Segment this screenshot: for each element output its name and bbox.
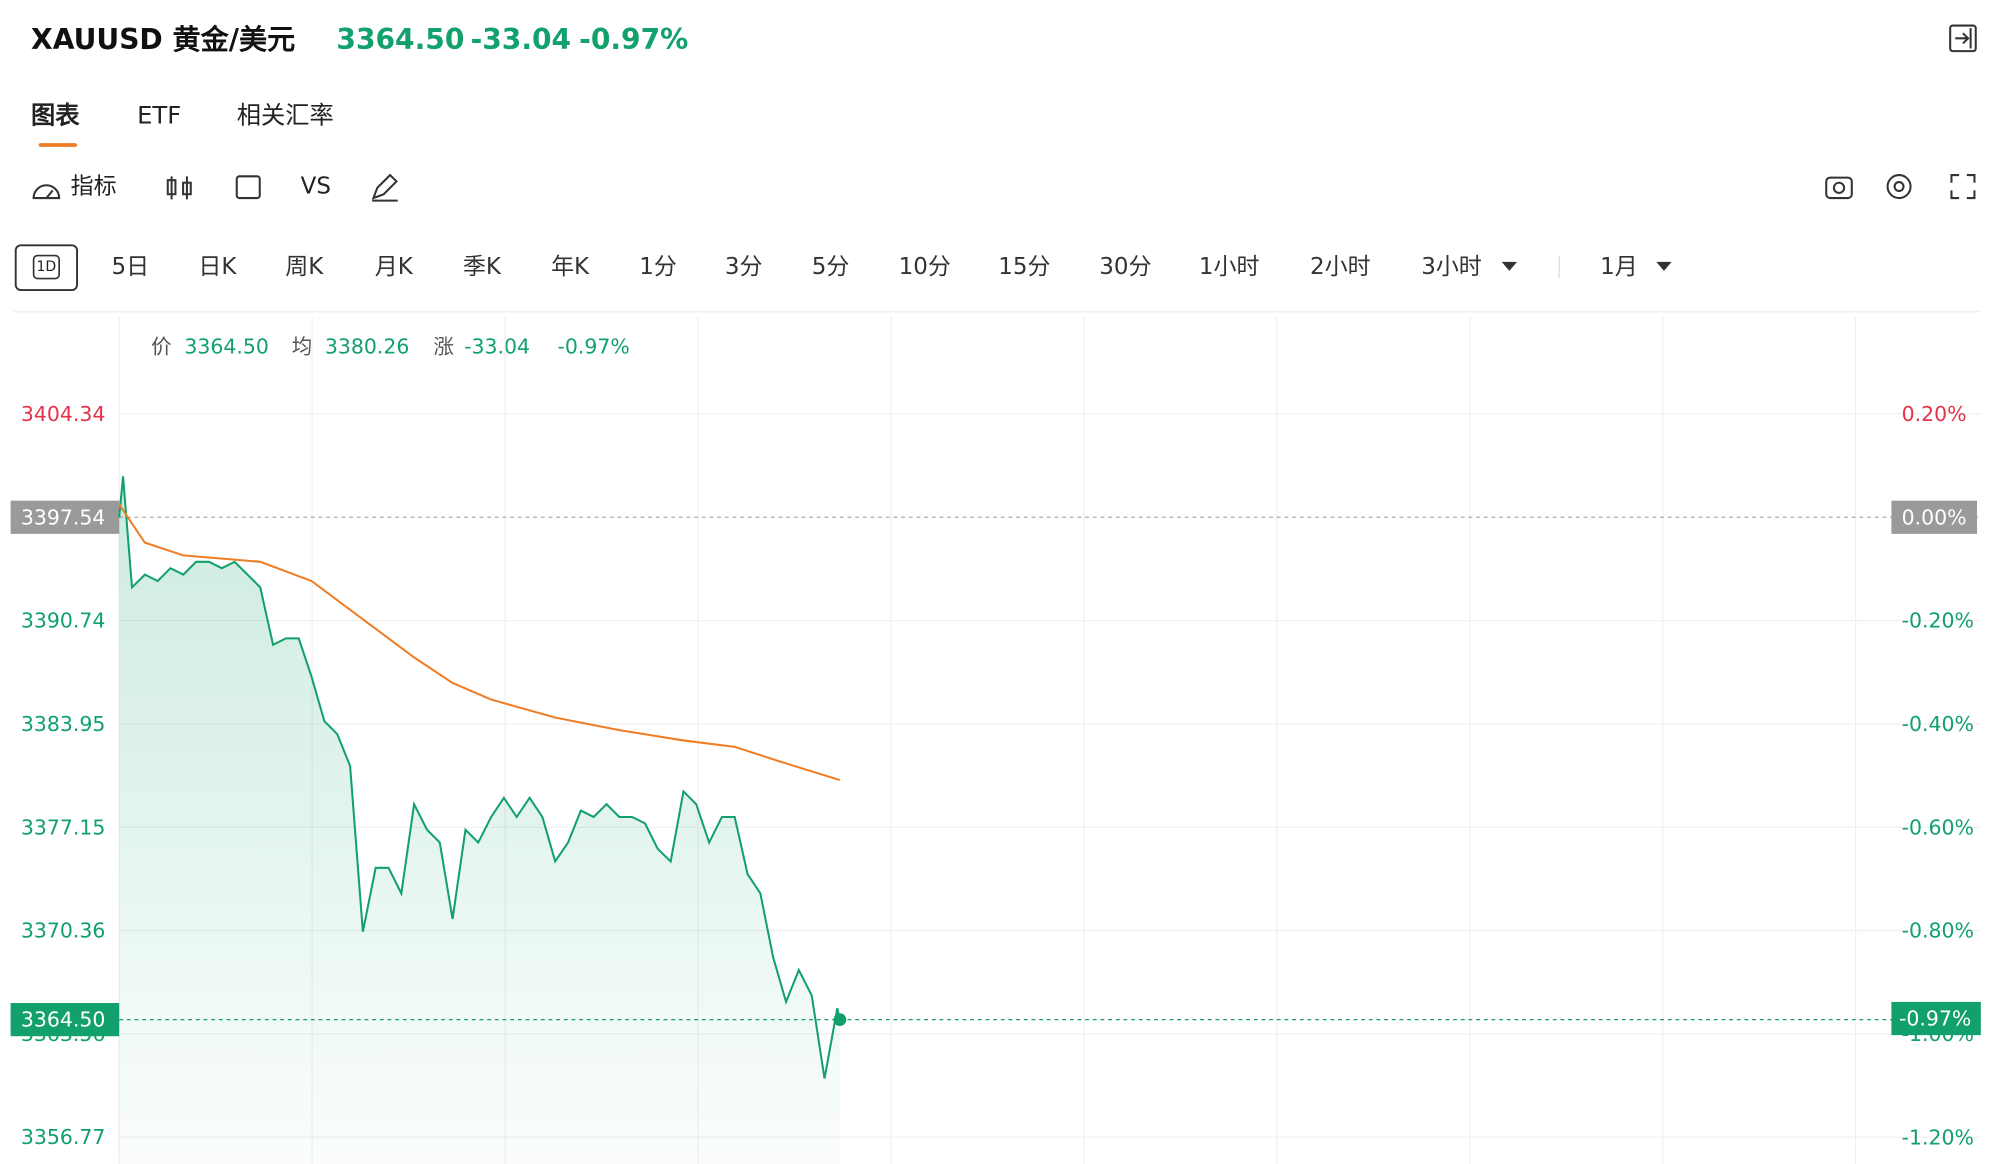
tab[interactable]: ETF — [137, 100, 181, 129]
y-tick-label: 3356.77 — [21, 1125, 106, 1149]
y-tick-label: 3390.74 — [21, 609, 106, 633]
settings-icon[interactable] — [1886, 174, 1912, 200]
interval[interactable]: 3小时 — [1421, 254, 1482, 280]
toolbar-item[interactable]: 指标 — [71, 174, 117, 200]
indicator-icon[interactable] — [32, 184, 61, 200]
interval[interactable]: 15分 — [998, 254, 1050, 280]
y-tick-label: 3370.36 — [21, 919, 106, 943]
interval[interactable]: 年K — [551, 254, 590, 280]
line — [118, 503, 841, 782]
info-value: -0.97% — [557, 334, 629, 358]
tab[interactable]: 相关汇率 — [237, 100, 334, 129]
info-value: -33.04 — [464, 334, 530, 358]
y-tick-label: 3377.15 — [21, 815, 106, 839]
last-price-label: 3364.50 — [21, 1008, 106, 1032]
interval[interactable]: 月K — [375, 254, 414, 280]
interval-icon — [32, 254, 60, 280]
info-value: 3364.50 — [184, 334, 269, 358]
interval-row: 5日 日K 周K 月K 季K 年K 1分 3分 5分 10分 15分 30分 1小时 2小时 3小时 1月 — [112, 254, 1638, 280]
change-pct: -0.97% — [579, 23, 688, 56]
y2-tick-label: -0.40% — [1902, 712, 1974, 736]
y2-tick-label: -1.20% — [1902, 1125, 1974, 1149]
shape-icon[interactable] — [235, 175, 261, 200]
base-pct-bg — [1891, 500, 1978, 534]
interval[interactable]: 10分 — [899, 254, 951, 280]
y2-tick-label: -0.20% — [1902, 609, 1974, 633]
interval[interactable]: 3分 — [725, 254, 763, 280]
interval[interactable]: 5分 — [812, 254, 850, 280]
price: 3364.50 — [336, 23, 464, 56]
dropdown-carets — [1501, 261, 1672, 271]
interval[interactable]: 日K — [198, 254, 237, 280]
interval[interactable]: 1小时 — [1199, 254, 1260, 280]
interval[interactable]: 2小时 — [1310, 254, 1371, 280]
y2-tick-label: 0.20% — [1902, 402, 1967, 426]
last-change-bg — [1891, 1001, 1981, 1036]
interval[interactable]: 1D — [36, 259, 56, 275]
toolbar-item[interactable]: VS — [301, 174, 331, 200]
toolbar-icons — [32, 173, 1976, 202]
last-change-label: -0.97% — [1899, 1007, 1971, 1031]
fullscreen-icon[interactable] — [1950, 174, 1976, 200]
y2-tick-label: -0.80% — [1902, 919, 1974, 943]
info-row: 价 3364.50 均 3380.26 涨 -33.04 -0.97% — [151, 334, 630, 358]
info-label: 均 — [292, 334, 312, 358]
info-value: 3380.26 — [325, 334, 410, 358]
plot: 3404.34 3397.54 3390.74 3383.95 3377.15 3370.… — [10, 316, 1981, 1164]
active-interval-box — [14, 244, 79, 291]
y-tick-label: 3404.34 — [21, 402, 106, 426]
symbol: XAUUSD 黄金/美元 — [31, 23, 295, 56]
y-tick-label: 3383.95 — [21, 712, 106, 736]
draw-icon[interactable] — [371, 173, 398, 202]
camera-icon[interactable] — [1825, 176, 1853, 200]
last-price-bg — [10, 1003, 120, 1037]
tab[interactable]: 图表 — [31, 100, 80, 129]
tab-underline — [38, 143, 78, 147]
change: -33.04 — [471, 23, 572, 56]
info-label: 价 — [151, 334, 171, 358]
y-tick-label: 3397.54 — [21, 505, 106, 529]
area — [119, 476, 840, 1164]
line — [118, 476, 841, 1079]
base-label-bg — [10, 500, 120, 534]
interval[interactable]: 30分 — [1099, 254, 1151, 280]
y2-tick-label: -0.60% — [1902, 815, 1974, 839]
interval[interactable]: 周K — [285, 254, 324, 280]
last-point — [833, 1013, 847, 1027]
y2-tick-label: 0.00% — [1902, 505, 1967, 529]
collapse-icon[interactable] — [1949, 24, 1977, 53]
interval[interactable]: 1月 — [1600, 254, 1638, 280]
info-label: 涨 — [434, 334, 454, 358]
candle-icon[interactable] — [166, 179, 177, 196]
interval[interactable]: 1分 — [639, 254, 677, 280]
interval[interactable]: 5日 — [112, 254, 150, 280]
interval[interactable]: 季K — [463, 254, 502, 280]
